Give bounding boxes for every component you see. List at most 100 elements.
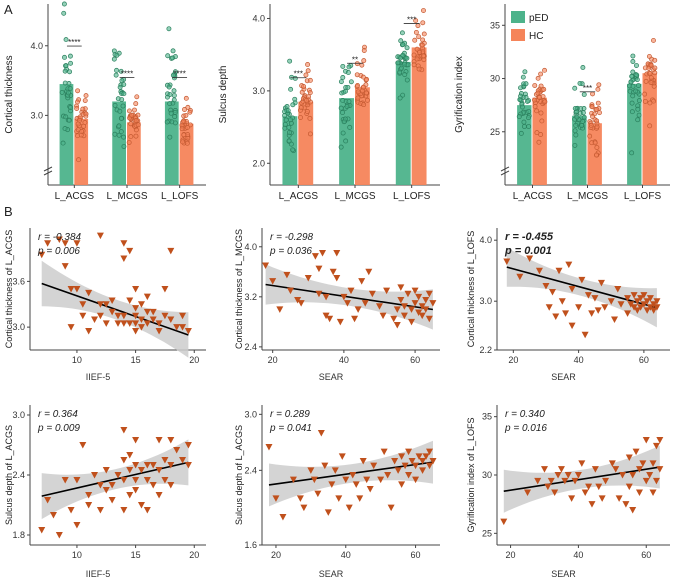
data-dot [347,124,353,130]
significance-stars: *** [407,15,416,24]
data-dot [595,86,601,92]
data-dot [181,118,186,124]
y-tick-label: 25 [490,127,500,137]
data-dot [118,115,124,121]
y-tick-label: 2.2 [479,345,492,355]
data-point [324,509,332,516]
data-point [132,320,140,327]
data-point [322,312,330,320]
chart-cortical-thickness-bars: 3.0 4.0 Cortical thickness L_ACGS **** L_MCGS… [4,1,206,202]
bar-hc-l_mcgs [355,87,370,185]
data-dot [521,119,527,125]
data-point [652,442,660,450]
data-dot [400,42,406,48]
data-point [370,462,378,470]
data-point [300,504,308,512]
y-axis-label: Sulcus depth of L_ACGS [234,425,244,525]
data-dot [340,130,346,136]
data-dot [307,90,313,96]
data-point [401,462,409,470]
y-axis-label: Sulcus depth of L_ACGS [4,425,14,525]
data-dot [342,116,348,122]
data-point [120,477,128,484]
data-point [61,477,69,484]
data-point [643,298,651,305]
data-dot [133,101,139,107]
data-dot [592,140,598,146]
data-point [279,514,287,521]
data-point [408,318,416,326]
data-point [108,308,116,316]
data-dot [574,114,580,120]
data-point [639,460,647,467]
data-dot [363,90,369,96]
data-dot [338,144,344,150]
data-point [149,462,157,469]
data-point [640,301,648,308]
data-dot [340,97,346,103]
data-point [561,477,569,485]
data-point [557,466,565,473]
data-dot [629,100,635,106]
data-point [120,240,128,247]
bar-ped-l_mcgs [112,101,126,185]
x-tick-label: L_MCGS [567,191,608,202]
data-dot [417,49,423,55]
x-tick-label: 10 [72,550,82,560]
data-point [137,316,145,323]
data-point [422,453,430,460]
data-dot [580,110,586,116]
data-point [149,482,157,489]
data-dot [116,132,122,138]
data-point [310,476,318,484]
x-tick-label: 60 [410,355,420,365]
data-point [612,466,620,473]
data-point [184,327,192,335]
y-tick-label: 30 [482,470,492,480]
data-point [588,310,596,317]
data-point [426,448,434,456]
x-tick-label: 40 [339,355,349,365]
data-dot [629,150,635,156]
significance-stars: ** [352,55,358,64]
stat-p: p = 0.009 [37,423,80,434]
data-point [67,286,75,293]
data-dot [630,93,636,99]
x-tick-label: 20 [268,355,278,365]
data-point [565,261,573,269]
data-dot [523,81,529,87]
data-point [307,467,315,474]
data-dot [306,94,311,100]
y-tick-label: 4.0 [252,13,265,23]
data-point [143,462,151,469]
data-dot [630,59,636,64]
data-dot [135,122,141,128]
data-dot [128,134,134,140]
data-point [574,472,582,479]
data-dot [399,65,404,71]
data-dot [340,110,345,115]
data-dot [414,46,420,52]
data-point [114,472,122,479]
data-dot [340,75,346,80]
data-point [132,437,140,444]
data-dot [634,63,639,68]
data-dot [398,38,404,44]
y-axis-label: Gyrification index [454,56,465,133]
data-point [155,320,163,327]
data-dot [282,125,288,131]
data-point [294,296,302,304]
x-axis-label: SEAR [551,372,576,382]
data-dot [120,103,126,109]
data-dot [117,84,123,90]
data-point [595,483,603,491]
data-point [425,290,433,298]
data-point [393,321,401,329]
data-point [61,240,69,247]
data-point [629,472,637,479]
data-dot [134,94,140,100]
data-point [412,462,420,470]
stat-r: r = -0.455 [505,231,554,243]
data-point [311,253,319,260]
data-point [335,495,343,502]
